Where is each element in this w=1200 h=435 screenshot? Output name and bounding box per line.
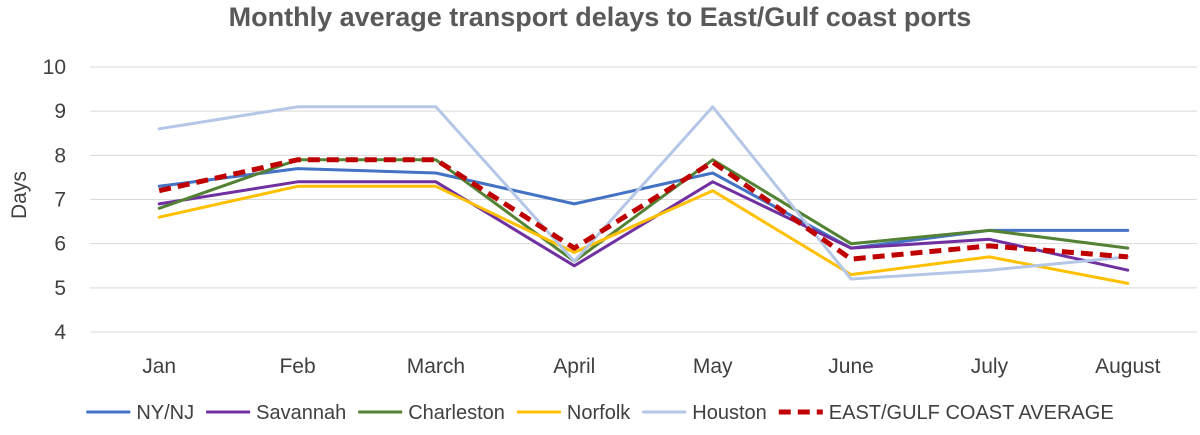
- legend-label: Norfolk: [567, 402, 631, 424]
- y-tick-label: 6: [54, 233, 66, 256]
- series-line-savannah: [157, 180, 1130, 272]
- x-tick-label: May: [693, 355, 733, 378]
- x-tick-label: August: [1095, 355, 1161, 378]
- y-tick-label: 4: [54, 321, 66, 344]
- series-line-norfolk: [157, 184, 1130, 285]
- x-tick-label: Jan: [142, 355, 176, 378]
- y-tick-label: 8: [54, 144, 66, 167]
- legend-label: NY/NJ: [136, 402, 194, 424]
- legend-label: Houston: [692, 402, 767, 424]
- x-tick-label: April: [553, 355, 595, 378]
- x-tick-label: June: [828, 355, 874, 378]
- y-tick-label: 9: [54, 100, 66, 123]
- y-tick-label: 5: [54, 277, 66, 300]
- series-line-charleston: [157, 158, 1130, 263]
- x-tick-label: July: [971, 355, 1009, 378]
- x-tick-label: March: [407, 355, 465, 378]
- y-tick-label: 10: [43, 56, 66, 79]
- chart-title: Monthly average transport delays to East…: [228, 2, 972, 32]
- y-tick-label: 7: [54, 189, 66, 212]
- legend-label: EAST/GULF COAST AVERAGE: [829, 402, 1114, 424]
- legend-label: Savannah: [256, 402, 346, 424]
- series-line-houston: [157, 105, 1130, 281]
- legend-label: Charleston: [408, 402, 505, 424]
- x-tick-label: Feb: [279, 355, 315, 378]
